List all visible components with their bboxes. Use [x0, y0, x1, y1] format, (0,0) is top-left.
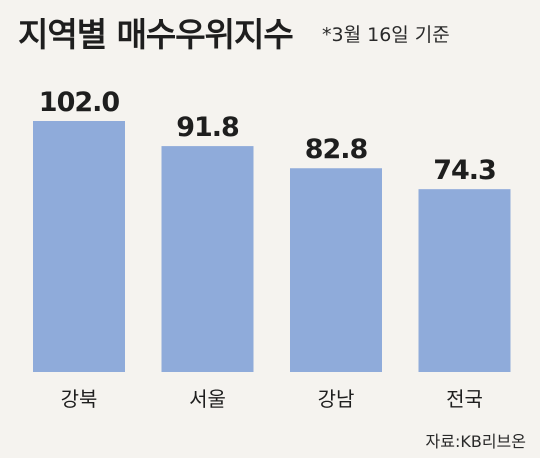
bars-group: [33, 121, 511, 372]
bar-2: [161, 146, 254, 372]
category-label-1: 강북: [61, 387, 98, 411]
chart-subtitle: *3월 16일 기준: [322, 24, 450, 46]
value-label-1: 102.0: [39, 87, 120, 118]
category-label-4: 전국: [446, 387, 483, 411]
category-label-2: 서울: [189, 387, 226, 411]
chart-title: 지역별 매수우위지수: [18, 15, 294, 54]
value-label-2: 91.8: [176, 112, 239, 143]
bar-4: [418, 189, 511, 372]
source-note: 자료:KB리브온: [425, 432, 526, 451]
value-label-3: 82.8: [305, 134, 368, 165]
category-labels-group: 강북 서울 강남 전국: [61, 387, 483, 411]
value-labels-group: 102.0 91.8 82.8 74.3: [39, 87, 497, 186]
bar-1: [33, 121, 125, 372]
bar-3: [290, 168, 382, 372]
category-label-3: 강남: [318, 387, 355, 411]
value-label-4: 74.3: [433, 155, 496, 186]
